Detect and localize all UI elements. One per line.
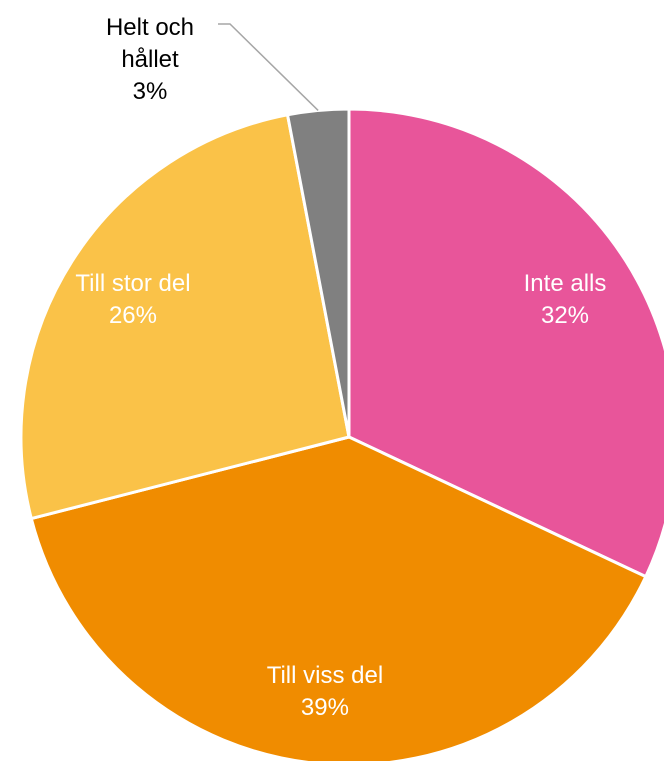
slice-name: Till stor del <box>75 269 191 297</box>
slice-label: Till stor del 26% <box>33 268 233 332</box>
slice-value: 3% <box>132 78 168 105</box>
slice-name: Inte alls <box>523 269 607 297</box>
pie-slice <box>347 107 664 579</box>
slice-name: Helt och hållet <box>105 14 195 73</box>
slice-value: 26% <box>108 301 157 329</box>
leader-line <box>218 23 319 111</box>
slice-label: Helt och hållet 3% <box>85 12 215 108</box>
pie-slice <box>285 107 351 438</box>
slice-label: Till viss del 39% <box>225 660 425 724</box>
slice-name: Till viss del <box>266 661 384 689</box>
pie-slice <box>19 113 351 521</box>
slice-label: Inte alls 32% <box>465 268 664 332</box>
slice-value: 39% <box>300 693 349 721</box>
pie-slice <box>29 435 648 761</box>
slice-value: 32% <box>540 301 590 329</box>
